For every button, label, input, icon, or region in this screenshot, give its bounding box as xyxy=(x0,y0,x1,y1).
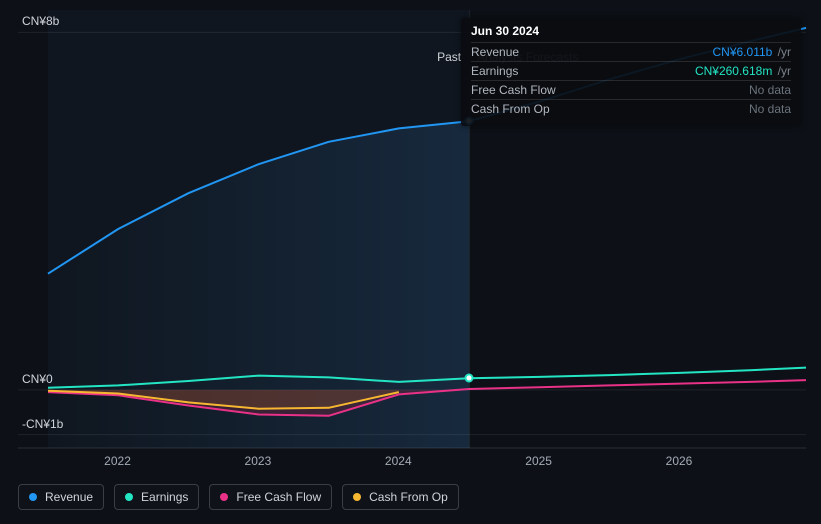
tooltip-row-label: Earnings xyxy=(471,64,569,78)
tooltip-row-label: Free Cash Flow xyxy=(471,83,569,97)
tooltip-row: Free Cash Flow No data xyxy=(471,80,791,99)
legend-item-fcf[interactable]: Free Cash Flow xyxy=(209,484,332,510)
tooltip-row: Cash From Op No data xyxy=(471,99,791,118)
legend-item-label: Earnings xyxy=(141,490,188,504)
y-axis-label: -CN¥1b xyxy=(22,417,63,431)
x-axis-tick: 2023 xyxy=(245,454,272,468)
legend-item-earnings[interactable]: Earnings xyxy=(114,484,199,510)
legend-dot-icon xyxy=(29,493,37,501)
x-axis-tick: 2022 xyxy=(104,454,131,468)
region-label-past: Past xyxy=(437,50,461,64)
x-axis-tick: 2025 xyxy=(525,454,552,468)
tooltip-row-value: No data xyxy=(749,83,791,97)
tooltip-row-label: Cash From Op xyxy=(471,102,569,116)
y-axis-label: CN¥0 xyxy=(22,372,53,386)
tooltip-row-label: Revenue xyxy=(471,45,569,59)
legend-item-label: Revenue xyxy=(45,490,93,504)
x-axis-tick: 2024 xyxy=(385,454,412,468)
marker-earnings xyxy=(465,374,474,383)
tooltip-row-value: CN¥6.011b /yr xyxy=(713,45,792,59)
legend-dot-icon xyxy=(353,493,361,501)
tooltip-row-value: CN¥260.618m /yr xyxy=(695,64,791,78)
legend-item-cfo[interactable]: Cash From Op xyxy=(342,484,459,510)
legend-item-revenue[interactable]: Revenue xyxy=(18,484,104,510)
tooltip-row-value: No data xyxy=(749,102,791,116)
tooltip-title: Jun 30 2024 xyxy=(471,24,791,42)
legend-item-label: Free Cash Flow xyxy=(236,490,321,504)
legend-dot-icon xyxy=(220,493,228,501)
legend-dot-icon xyxy=(125,493,133,501)
chart-tooltip: Jun 30 2024 Revenue CN¥6.011b /yr Earnings… xyxy=(461,18,801,126)
y-axis-label: CN¥8b xyxy=(22,14,59,28)
legend-item-label: Cash From Op xyxy=(369,490,448,504)
tooltip-row: Earnings CN¥260.618m /yr xyxy=(471,61,791,80)
x-axis-tick: 2026 xyxy=(666,454,693,468)
tooltip-row: Revenue CN¥6.011b /yr xyxy=(471,42,791,61)
chart-legend: Revenue Earnings Free Cash Flow Cash From O… xyxy=(18,484,459,510)
